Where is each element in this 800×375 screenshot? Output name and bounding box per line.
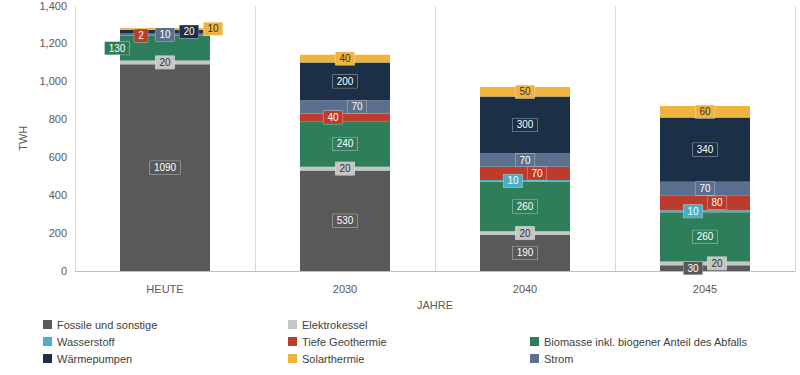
svg-text:60: 60 (699, 106, 711, 117)
svg-text:80: 80 (711, 197, 723, 208)
svg-text:Elektrokessel: Elektrokessel (302, 319, 367, 331)
svg-text:260: 260 (517, 201, 534, 212)
svg-text:800: 800 (49, 113, 67, 125)
svg-text:Strom: Strom (544, 353, 573, 365)
svg-text:1,000: 1,000 (39, 75, 67, 87)
svg-text:Solarthermie: Solarthermie (302, 353, 364, 365)
svg-text:Wärmepumpen: Wärmepumpen (57, 353, 132, 365)
svg-text:2040: 2040 (513, 283, 537, 295)
svg-text:JAHRE: JAHRE (417, 299, 453, 311)
svg-text:340: 340 (697, 144, 714, 155)
svg-text:2: 2 (138, 30, 144, 41)
svg-text:10: 10 (687, 206, 699, 217)
svg-text:40: 40 (327, 112, 339, 123)
svg-text:70: 70 (531, 168, 543, 179)
svg-text:0: 0 (61, 265, 67, 277)
svg-text:70: 70 (519, 155, 531, 166)
svg-text:Tiefe Geothermie: Tiefe Geothermie (302, 336, 387, 348)
svg-text:HEUTE: HEUTE (146, 283, 183, 295)
svg-text:40: 40 (339, 53, 351, 64)
svg-text:30: 30 (687, 263, 699, 274)
svg-text:260: 260 (697, 231, 714, 242)
svg-text:50: 50 (519, 86, 531, 97)
svg-text:70: 70 (351, 101, 363, 112)
svg-text:20: 20 (183, 26, 195, 37)
svg-text:2045: 2045 (693, 283, 717, 295)
svg-text:Fossile und sonstige: Fossile und sonstige (57, 319, 157, 331)
svg-text:Wasserstoff: Wasserstoff (57, 336, 115, 348)
svg-text:190: 190 (517, 247, 534, 258)
svg-text:240: 240 (337, 138, 354, 149)
svg-text:Biomasse inkl. biogener Anteil: Biomasse inkl. biogener Anteil des Abfal… (544, 336, 748, 348)
svg-text:1,200: 1,200 (39, 37, 67, 49)
svg-text:530: 530 (337, 215, 354, 226)
svg-text:200: 200 (337, 76, 354, 87)
svg-text:1,400: 1,400 (39, 0, 67, 12)
svg-text:70: 70 (699, 183, 711, 194)
svg-text:10: 10 (207, 23, 219, 34)
svg-text:600: 600 (49, 151, 67, 163)
svg-text:TWH: TWH (17, 126, 29, 151)
svg-text:10: 10 (159, 29, 171, 40)
svg-text:20: 20 (711, 258, 723, 269)
svg-text:300: 300 (517, 119, 534, 130)
svg-text:20: 20 (159, 57, 171, 68)
svg-text:20: 20 (339, 163, 351, 174)
svg-text:20: 20 (519, 228, 531, 239)
svg-text:2030: 2030 (333, 283, 357, 295)
svg-text:130: 130 (109, 43, 126, 54)
svg-text:400: 400 (49, 189, 67, 201)
svg-text:10: 10 (507, 175, 519, 186)
svg-text:1090: 1090 (154, 162, 177, 173)
svg-text:200: 200 (49, 227, 67, 239)
